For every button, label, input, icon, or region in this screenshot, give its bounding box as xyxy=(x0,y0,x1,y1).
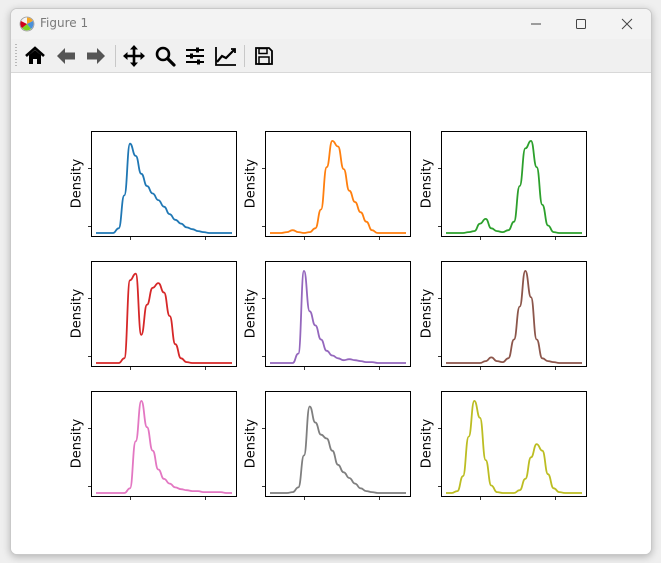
subplot-6: Density xyxy=(420,261,587,370)
density-line xyxy=(270,269,406,364)
close-button[interactable] xyxy=(607,12,647,36)
subplot-2: Density xyxy=(244,131,411,240)
density-line xyxy=(96,142,232,234)
density-line xyxy=(446,139,582,234)
subplot-3: Density xyxy=(420,131,587,240)
toolbar-separator xyxy=(115,45,116,67)
axes-frame xyxy=(441,131,587,237)
zoom-icon xyxy=(155,46,176,67)
axes-frame xyxy=(441,391,587,497)
y-axis-label: Density xyxy=(419,288,435,339)
back-button[interactable] xyxy=(53,43,79,69)
density-plot xyxy=(438,131,587,240)
density-plot xyxy=(262,131,411,240)
density-plot xyxy=(262,261,411,370)
maximize-button[interactable] xyxy=(561,12,601,36)
density-plot xyxy=(438,261,587,370)
y-axis-label: Density xyxy=(69,418,85,469)
axes-frame xyxy=(265,261,411,367)
save-button[interactable] xyxy=(251,43,277,69)
subplots-button[interactable] xyxy=(182,43,208,69)
axes-frame xyxy=(91,391,237,497)
y-axis-label: Density xyxy=(243,158,259,209)
matplotlib-logo-icon xyxy=(19,16,35,32)
pan-button[interactable] xyxy=(121,43,147,69)
y-axis-label: Density xyxy=(419,158,435,209)
home-button[interactable] xyxy=(22,43,48,69)
figure-window: Figure 1 xyxy=(10,8,652,555)
toolbar-grip[interactable] xyxy=(15,44,17,68)
density-line xyxy=(446,399,582,494)
subplots-icon xyxy=(186,47,204,65)
density-plot xyxy=(88,391,237,500)
forward-icon xyxy=(87,48,105,64)
zoom-button[interactable] xyxy=(152,43,178,69)
forward-button[interactable] xyxy=(83,43,109,69)
density-plot xyxy=(88,131,237,240)
maximize-icon xyxy=(576,19,586,29)
edit-axis-icon xyxy=(215,47,236,66)
axes-frame xyxy=(91,131,237,237)
subplot-1: Density xyxy=(70,131,237,240)
axes-frame xyxy=(91,261,237,367)
save-icon xyxy=(255,47,273,65)
subplot-7: Density xyxy=(70,391,237,500)
subplot-5: Density xyxy=(244,261,411,370)
y-axis-label: Density xyxy=(419,418,435,469)
close-icon xyxy=(621,18,633,30)
axes-frame xyxy=(441,261,587,367)
window-title: Figure 1 xyxy=(40,16,89,30)
subplot-4: Density xyxy=(70,261,237,370)
y-axis-label: Density xyxy=(243,288,259,339)
y-axis-label: Density xyxy=(69,288,85,339)
title-bar[interactable]: Figure 1 xyxy=(11,9,651,39)
density-line xyxy=(270,405,406,494)
subplot-9: Density xyxy=(420,391,587,500)
density-line xyxy=(270,139,406,234)
axes-frame xyxy=(265,391,411,497)
density-line xyxy=(96,399,232,494)
density-plot xyxy=(262,391,411,500)
minimize-icon xyxy=(531,23,541,25)
density-plot xyxy=(88,261,237,370)
edit-axis-button[interactable] xyxy=(213,43,239,69)
y-axis-label: Density xyxy=(243,418,259,469)
axes-frame xyxy=(265,131,411,237)
pan-icon xyxy=(123,45,145,67)
subplot-8: Density xyxy=(244,391,411,500)
navigation-toolbar xyxy=(11,39,651,73)
minimize-button[interactable] xyxy=(516,12,556,36)
back-icon xyxy=(57,48,75,64)
density-line xyxy=(96,272,232,364)
y-axis-label: Density xyxy=(69,158,85,209)
density-line xyxy=(446,269,582,364)
figure-canvas[interactable]: Density Density Density Density Density Densi… xyxy=(11,73,651,554)
density-plot xyxy=(438,391,587,500)
toolbar-separator xyxy=(244,45,245,67)
home-icon xyxy=(25,46,45,64)
